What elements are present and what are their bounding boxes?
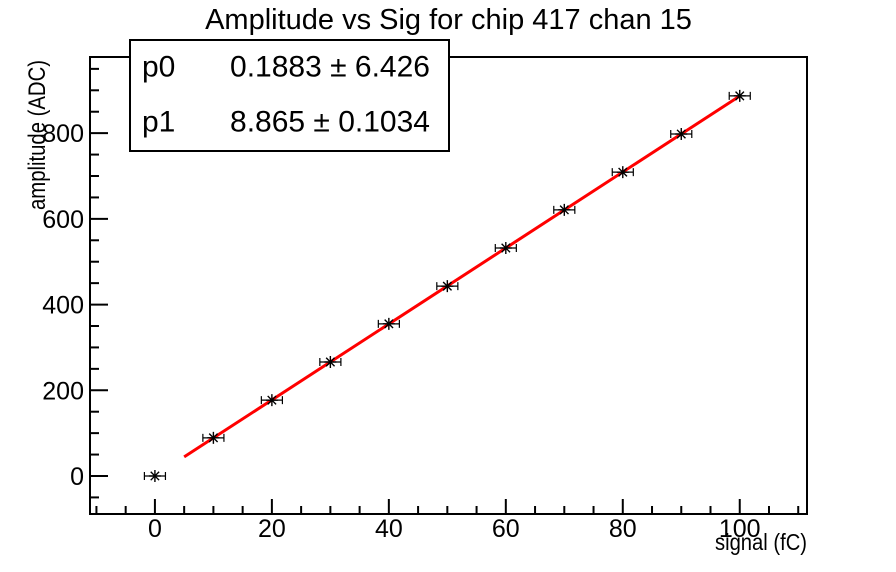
y-tick-label: 0: [70, 463, 84, 491]
fit-line: [183, 94, 741, 459]
stats-row-p0: p0 0.1883 ± 6.426: [131, 41, 448, 96]
x-axis-title: signal (fC): [715, 529, 807, 555]
data-marker: [150, 471, 160, 481]
param-name: p1: [142, 105, 176, 139]
chart-title: Amplitude vs Sig for chip 417 chan 15: [205, 4, 692, 36]
data-marker: [384, 319, 394, 329]
data-marker: [325, 357, 336, 367]
data-marker: [559, 205, 569, 215]
data-marker: [501, 243, 511, 253]
param-value: 8.865 ± 0.1034: [230, 105, 430, 139]
y-axis-title: amplitude (ADC): [24, 60, 51, 210]
y-tick-label: 200: [42, 377, 84, 405]
x-tick-label: 0: [148, 515, 162, 543]
data-marker: [676, 129, 686, 139]
x-tick-label: 80: [609, 515, 637, 543]
x-tick-label: 60: [492, 515, 520, 543]
param-name: p0: [142, 50, 176, 84]
data-marker: [442, 281, 453, 291]
x-tick-label: 100: [719, 515, 761, 543]
x-tick-label: 40: [375, 515, 403, 543]
data-marker: [735, 91, 745, 101]
stats-row-p1: p1 8.865 ± 0.1034: [131, 96, 448, 151]
data-marker: [618, 167, 628, 177]
y-tick-label: 600: [42, 206, 84, 234]
fit-stats-box: p0 0.1883 ± 6.426 p1 8.865 ± 0.1034: [129, 39, 450, 152]
data-marker: [267, 395, 277, 405]
y-tick-label: 400: [42, 292, 84, 320]
data-marker: [208, 433, 219, 443]
param-value: 0.1883 ± 6.426: [230, 50, 430, 84]
x-tick-label: 20: [258, 515, 286, 543]
y-tick-label: 800: [42, 120, 84, 148]
